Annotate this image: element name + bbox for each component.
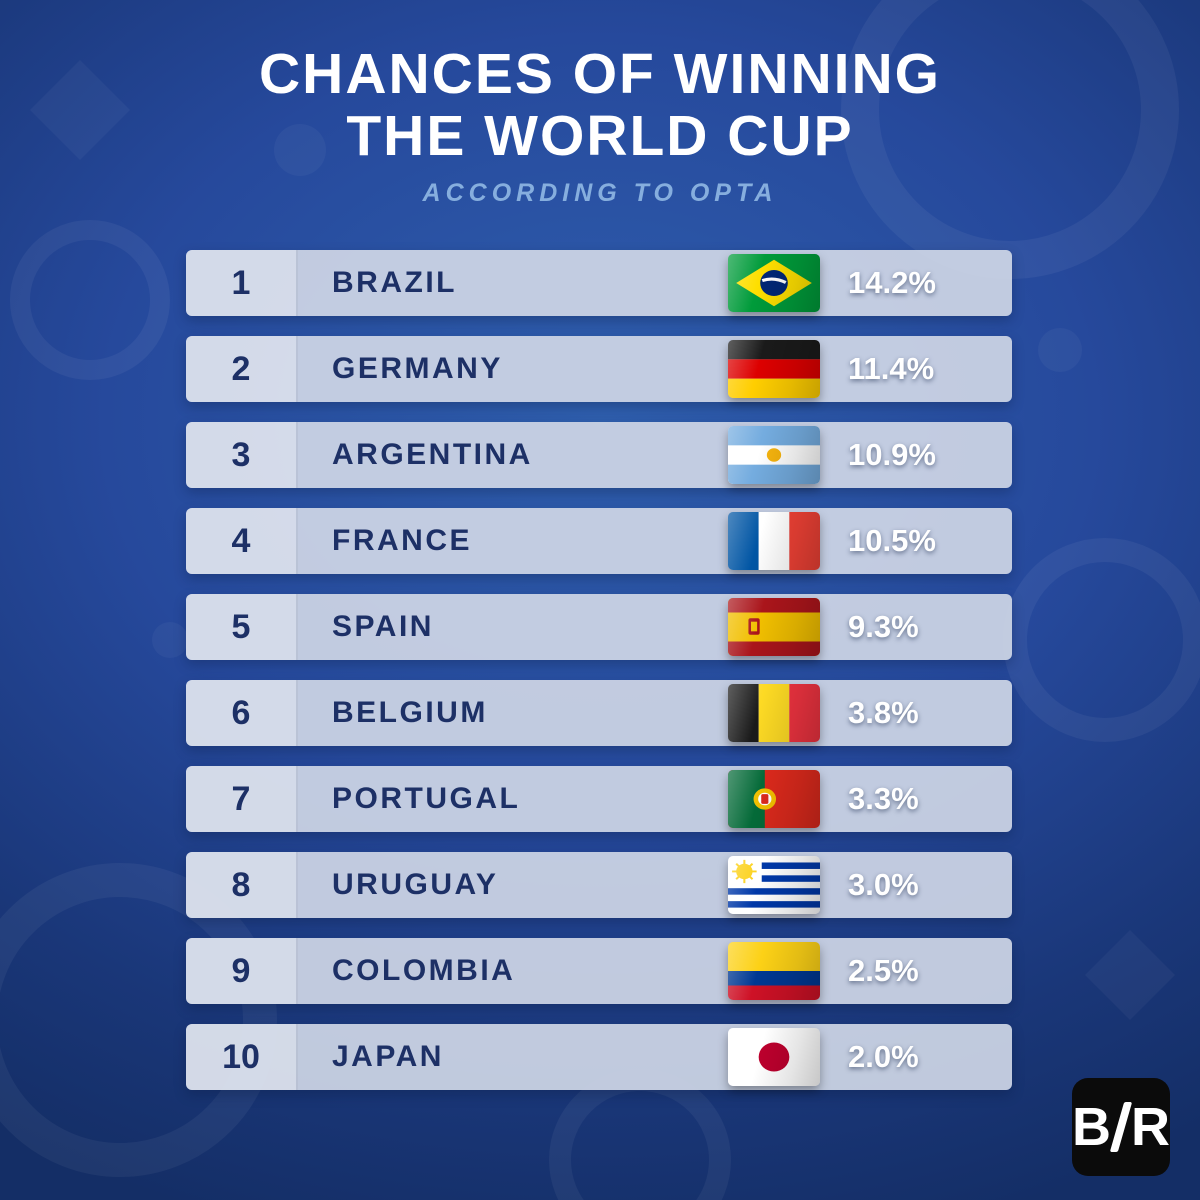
- chance-value: 11.4%: [848, 351, 935, 386]
- country-name: BRAZIL: [332, 266, 457, 299]
- country-name: PORTUGAL: [332, 782, 521, 815]
- page-subtitle: ACCORDING TO OPTA: [422, 179, 778, 208]
- table-row: 9 COLOMBIA 2.5%: [186, 938, 1012, 1004]
- rank-cell: 1: [186, 250, 298, 316]
- rank-cell: 5: [186, 594, 298, 660]
- argentina-flag-icon: [728, 426, 820, 484]
- table-row: 10 JAPAN 2.0%: [186, 1024, 1012, 1090]
- logo-letter-b: B: [1072, 1097, 1111, 1157]
- rank-cell: 3: [186, 422, 298, 488]
- country-name: FRANCE: [332, 524, 472, 557]
- header: CHANCES OF WINNING THE WORLD CUP ACCORDI…: [0, 0, 1200, 208]
- country-name: SPAIN: [332, 610, 434, 643]
- chance-value: 9.3%: [848, 609, 919, 644]
- chance-value: 2.5%: [848, 953, 919, 988]
- brazil-flag-icon: [728, 254, 820, 312]
- page-title-line1: CHANCES OF WINNING: [259, 42, 941, 106]
- bleacher-report-logo: B R: [1072, 1078, 1170, 1176]
- rank-cell: 4: [186, 508, 298, 574]
- colombia-flag-icon: [728, 942, 820, 1000]
- chance-value: 14.2%: [848, 265, 936, 300]
- table-row: 5 SPAIN 9.3%: [186, 594, 1012, 660]
- rank-cell: 6: [186, 680, 298, 746]
- uruguay-flag-icon: [728, 856, 820, 914]
- country-name: ARGENTINA: [332, 438, 533, 471]
- chance-value: 10.9%: [848, 437, 936, 472]
- table-row: 8 URUGUAY 3.0%: [186, 852, 1012, 918]
- table-row: 3 ARGENTINA 10.9%: [186, 422, 1012, 488]
- germany-flag-icon: [728, 340, 820, 398]
- logo-letter-r: R: [1131, 1097, 1170, 1157]
- spain-flag-icon: [728, 598, 820, 656]
- japan-flag-icon: [728, 1028, 820, 1086]
- table-row: 7 PORTUGAL 3.3%: [186, 766, 1012, 832]
- chance-value: 10.5%: [848, 523, 936, 558]
- country-name: BELGIUM: [332, 696, 488, 729]
- chance-value: 2.0%: [848, 1039, 919, 1074]
- ranking-table: 1 BRAZIL 14.2% 2 GERMANY 11.4% 3 ARGENTI…: [186, 250, 1012, 1110]
- rank-cell: 9: [186, 938, 298, 1004]
- page-title-line2: THE WORLD CUP: [346, 103, 854, 168]
- rank-cell: 10: [186, 1024, 298, 1090]
- chance-value: 3.3%: [848, 781, 919, 816]
- table-row: 6 BELGIUM 3.8%: [186, 680, 1012, 746]
- chance-value: 3.8%: [848, 695, 919, 730]
- france-flag-icon: [728, 512, 820, 570]
- logo-slash-icon: [1109, 1102, 1133, 1152]
- table-row: 1 BRAZIL 14.2%: [186, 250, 1012, 316]
- rank-cell: 7: [186, 766, 298, 832]
- country-name: JAPAN: [332, 1040, 444, 1073]
- rank-cell: 8: [186, 852, 298, 918]
- country-name: COLOMBIA: [332, 954, 516, 987]
- chance-value: 3.0%: [848, 867, 919, 902]
- country-name: GERMANY: [332, 352, 503, 385]
- belgium-flag-icon: [728, 684, 820, 742]
- table-row: 2 GERMANY 11.4%: [186, 336, 1012, 402]
- table-row: 4 FRANCE 10.5%: [186, 508, 1012, 574]
- rank-cell: 2: [186, 336, 298, 402]
- country-name: URUGUAY: [332, 868, 499, 901]
- portugal-flag-icon: [728, 770, 820, 828]
